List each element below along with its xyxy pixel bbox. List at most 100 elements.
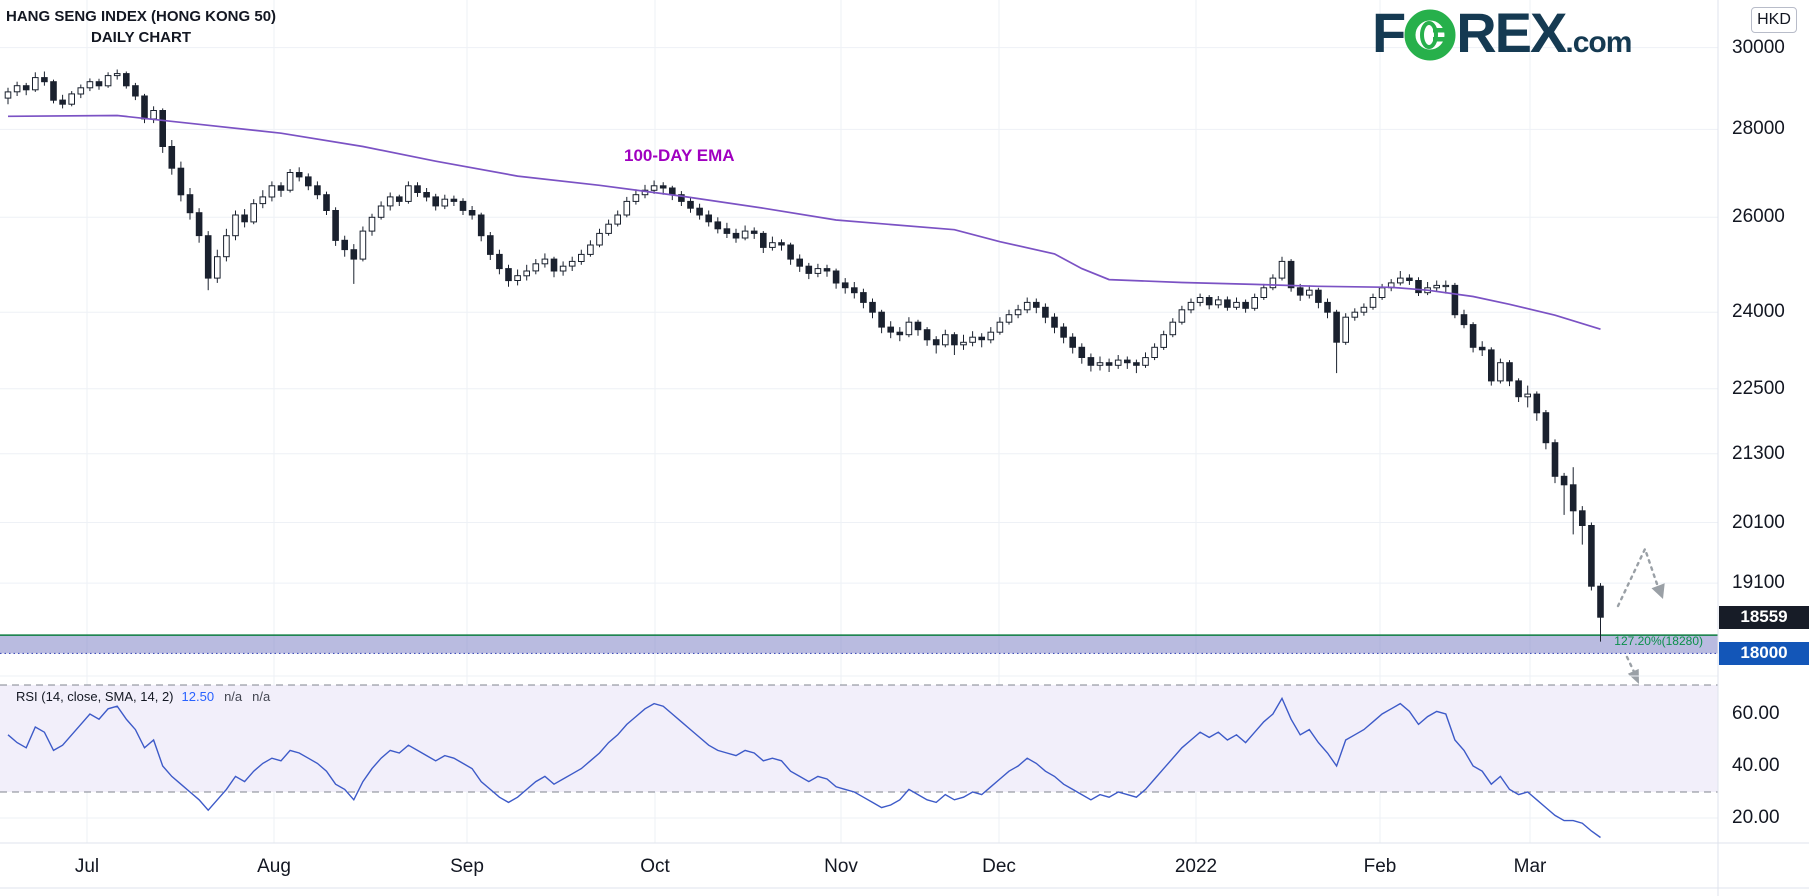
candle-body bbox=[1515, 380, 1522, 398]
candle-body bbox=[204, 235, 212, 279]
candle-body bbox=[277, 185, 285, 191]
candle-body bbox=[468, 210, 476, 216]
candle-body bbox=[869, 301, 876, 313]
price-axis-label: 21300 bbox=[1732, 442, 1785, 464]
candle-body bbox=[450, 198, 458, 202]
price-axis-label: 24000 bbox=[1732, 301, 1785, 323]
candle-body bbox=[1078, 346, 1086, 358]
candle-body bbox=[4, 91, 12, 99]
candle-body bbox=[1560, 475, 1568, 486]
fib-extension-label: 127.20%(18280) bbox=[1614, 634, 1703, 648]
rsi-line bbox=[7, 696, 1601, 839]
price-axis-label: 26000 bbox=[1732, 206, 1785, 228]
rsi-indicator-legend[interactable]: RSI (14, close, SMA, 14, 2) 12.50 n/a n/a bbox=[16, 689, 270, 704]
candle-body bbox=[150, 110, 157, 120]
candle-body bbox=[1506, 362, 1513, 382]
candle-body bbox=[1378, 287, 1386, 298]
rsi-axis-label: 60.00 bbox=[1732, 703, 1780, 724]
candle-body bbox=[550, 258, 558, 272]
candle-body bbox=[132, 85, 139, 97]
candle-body bbox=[669, 187, 676, 196]
logo-text-f: F bbox=[1372, 1, 1406, 64]
candle-body bbox=[314, 185, 321, 196]
candle-body bbox=[1533, 393, 1541, 414]
candle-body bbox=[1497, 362, 1504, 382]
candle-body bbox=[769, 242, 776, 248]
candle-body bbox=[942, 334, 949, 346]
candle-body bbox=[432, 196, 439, 207]
candle-body bbox=[1124, 359, 1131, 364]
logo-text-com: .com bbox=[1565, 26, 1632, 59]
candle-body bbox=[341, 239, 348, 251]
candle-body bbox=[1588, 525, 1595, 587]
candle-body bbox=[732, 232, 740, 239]
candle-body bbox=[1205, 297, 1213, 306]
candle-body bbox=[323, 194, 330, 211]
rsi-current-value: 12.50 bbox=[181, 689, 215, 704]
ema-annotation-label: 100-DAY EMA bbox=[624, 146, 735, 165]
candle-body bbox=[1433, 284, 1441, 289]
candle-body bbox=[687, 200, 694, 209]
last-price-badge: 18559 bbox=[1719, 605, 1809, 629]
candle-body bbox=[1324, 301, 1331, 313]
candle-body bbox=[32, 77, 39, 91]
chart-title-block: HANG SENG INDEX (HONG KONG 50) DAILY CHA… bbox=[6, 6, 276, 48]
candle-body bbox=[514, 275, 521, 282]
candle-body bbox=[1060, 326, 1067, 338]
candle-body bbox=[1114, 359, 1122, 366]
candle-body bbox=[878, 311, 885, 328]
price-axis-label: 20100 bbox=[1732, 511, 1785, 533]
candle-body bbox=[1014, 309, 1022, 316]
forex-com-logo: F REX .com bbox=[1372, 1, 1632, 64]
candle-body bbox=[377, 205, 385, 218]
candle-body bbox=[650, 185, 658, 191]
candle-body bbox=[241, 214, 248, 223]
candle-body bbox=[714, 221, 722, 230]
candle-body bbox=[578, 253, 585, 262]
candle-body bbox=[50, 81, 57, 101]
candle-body bbox=[951, 334, 958, 346]
candle-body bbox=[568, 260, 576, 267]
candle-body bbox=[1597, 585, 1604, 618]
candle-body bbox=[477, 214, 485, 237]
candle-body bbox=[123, 73, 130, 87]
candle-body bbox=[459, 200, 467, 211]
currency-badge[interactable]: HKD bbox=[1751, 7, 1797, 33]
projection-arrow-up-down bbox=[1616, 545, 1659, 608]
candle-body bbox=[332, 210, 339, 241]
candle-body bbox=[1306, 289, 1313, 296]
candle-body bbox=[1442, 284, 1450, 288]
candle-body bbox=[614, 214, 622, 225]
rsi-na-2: n/a bbox=[252, 689, 271, 704]
candle-body bbox=[1196, 297, 1204, 303]
candle-body bbox=[1224, 299, 1231, 308]
support-zone-fill bbox=[0, 635, 1718, 654]
rsi-axis-label: 40.00 bbox=[1732, 755, 1780, 776]
candle-body bbox=[896, 331, 904, 336]
candle-body bbox=[1160, 334, 1168, 348]
candle-body bbox=[232, 214, 239, 237]
candle-body bbox=[932, 339, 940, 346]
candle-body bbox=[441, 198, 449, 207]
candle-body bbox=[1023, 301, 1031, 311]
candle-body bbox=[22, 85, 30, 91]
candle-body bbox=[177, 167, 185, 196]
candle-body bbox=[250, 203, 257, 223]
candle-body bbox=[887, 326, 895, 333]
candle-body bbox=[832, 270, 840, 284]
candle-body bbox=[532, 263, 540, 272]
time-axis-label: Dec bbox=[982, 856, 1016, 877]
time-axis-label: Nov bbox=[824, 856, 858, 877]
candle-body bbox=[13, 85, 21, 93]
time-axis-label: Jul bbox=[74, 856, 100, 877]
logo-coin-o-icon bbox=[1404, 9, 1456, 61]
candle-body bbox=[359, 230, 367, 260]
time-axis-label: Oct bbox=[640, 856, 670, 877]
candle-body bbox=[414, 185, 421, 194]
candle-body bbox=[987, 331, 995, 341]
candle-body bbox=[1096, 362, 1104, 366]
candle-body bbox=[559, 265, 567, 272]
time-axis-label: Mar bbox=[1513, 856, 1547, 877]
page-subtitle: DAILY CHART bbox=[91, 29, 192, 46]
